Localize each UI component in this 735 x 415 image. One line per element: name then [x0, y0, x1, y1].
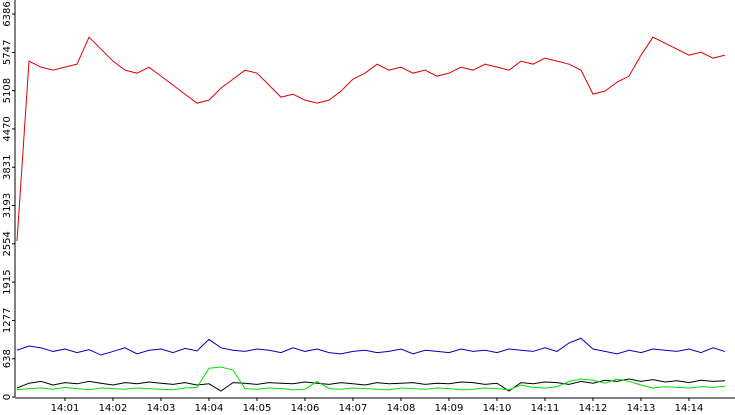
x-tick-label: 14:11: [531, 403, 560, 414]
y-tick-label: 6386: [2, 1, 13, 26]
series-line: [16, 378, 726, 392]
y-tick-label: 5747: [2, 40, 13, 65]
y-tick-label: 3193: [2, 193, 13, 218]
y-tick-label: 2554: [2, 231, 13, 256]
y-tick-label: 638: [2, 349, 13, 368]
x-tick-label: 14:01: [51, 403, 80, 414]
x-tick-label: 14:08: [387, 403, 416, 414]
y-tick-label: 1915: [2, 269, 13, 294]
x-tick-label: 14:04: [195, 403, 224, 414]
y-tick-label: 1277: [2, 308, 13, 333]
x-tick-label: 14:10: [483, 403, 512, 414]
x-tick-label: 14:09: [435, 403, 464, 414]
x-tick-label: 14:12: [579, 403, 608, 414]
y-tick-label: 3831: [2, 155, 13, 180]
x-tick-label: 14:14: [675, 403, 704, 414]
series-line: [16, 366, 726, 391]
series-line: [16, 337, 726, 356]
x-tick-label: 14:06: [291, 403, 320, 414]
x-tick-label: 14:05: [243, 403, 272, 414]
y-tick-label: 5108: [2, 78, 13, 103]
y-tick-label: 4470: [2, 116, 13, 141]
series-line: [16, 36, 726, 242]
x-tick-label: 14:07: [339, 403, 368, 414]
x-tick-label: 14:03: [147, 403, 176, 414]
x-tick-label: 14:13: [627, 403, 656, 414]
x-tick-label: 14:02: [99, 403, 128, 414]
y-tick-label: 0: [2, 394, 13, 400]
